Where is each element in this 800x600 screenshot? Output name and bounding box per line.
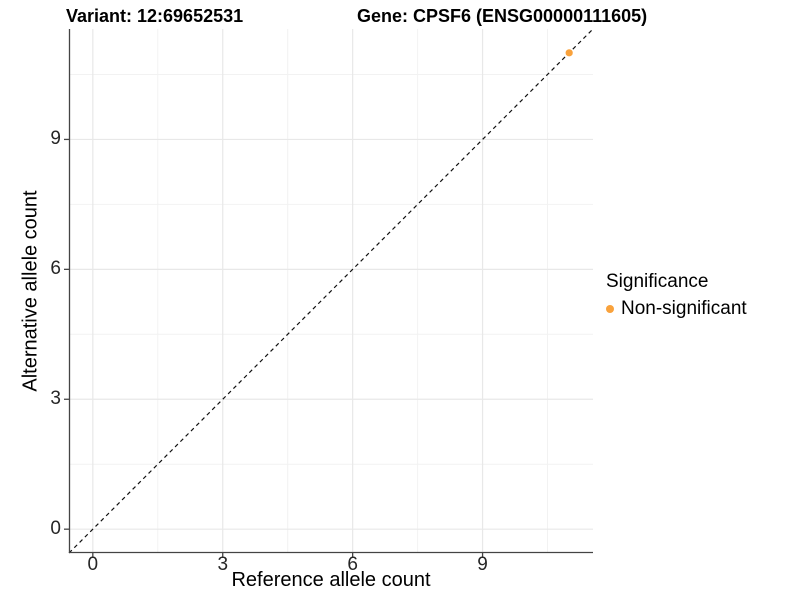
- legend-title: Significance: [606, 271, 709, 292]
- plot-panel: [64, 28, 594, 558]
- x-axis-title: Reference allele count: [231, 569, 431, 591]
- x-tick-label: 6: [347, 554, 358, 575]
- y-tick-label: 6: [50, 258, 61, 280]
- legend-item-label: Non-significant: [621, 298, 747, 319]
- legend-item-non-significant: Non-significant: [606, 298, 747, 320]
- y-tick-label: 9: [50, 128, 61, 150]
- data-point: [565, 49, 573, 57]
- x-tick-label: 9: [477, 554, 488, 575]
- x-tick-label: 3: [217, 554, 229, 575]
- y-tick-label: 0: [50, 518, 61, 540]
- identity-reference-line: [68, 28, 594, 554]
- y-axis-title: Alternative allele count: [19, 190, 42, 392]
- legend: Significance Non-significant: [606, 271, 747, 320]
- plot-title-gene: Gene: CPSF6 (ENSG00000111605): [357, 6, 648, 26]
- plot-title-variant: Variant: 12:69652531: [66, 6, 244, 26]
- plot-canvas: [64, 28, 594, 558]
- legend-point-swatch-icon: [606, 305, 614, 313]
- x-tick-label: 0: [87, 554, 99, 575]
- y-tick-label: 3: [50, 388, 61, 410]
